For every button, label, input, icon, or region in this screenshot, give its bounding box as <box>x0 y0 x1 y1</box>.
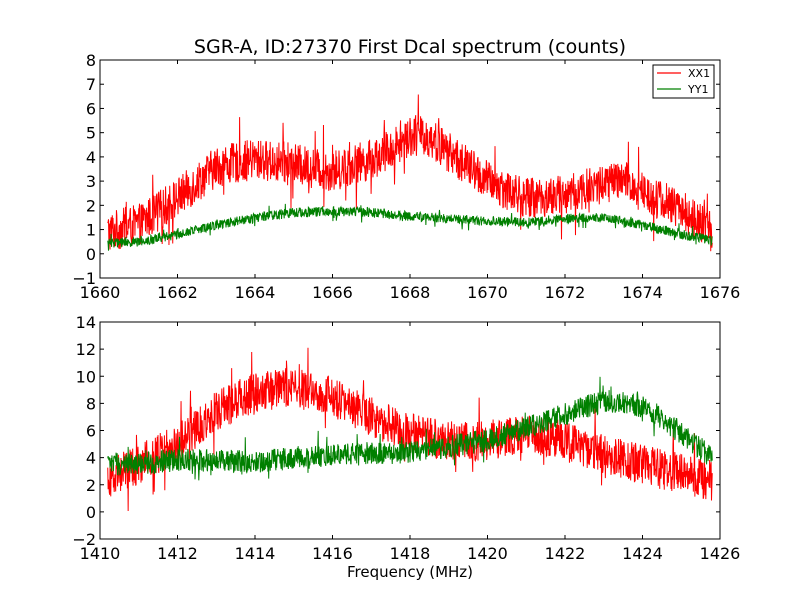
y-tick-label: 2 <box>86 196 96 215</box>
x-tick-label: 1662 <box>157 283 198 302</box>
bottom-panel-ticks: 1410 1412 1414 1416 1418 1420 1422 1424 1426−202… <box>72 313 740 563</box>
legend-label-xx1: XX1 <box>688 67 710 80</box>
x-tick-label: 1668 <box>390 283 431 302</box>
y-tick-label: 2 <box>86 476 96 495</box>
y-tick-label: 3 <box>86 172 96 191</box>
series-line-yy1 <box>107 376 713 481</box>
x-tick-label: 1670 <box>467 283 508 302</box>
y-tick-label: −1 <box>72 269 96 288</box>
y-tick-label: 1 <box>86 221 96 240</box>
x-tick-label: 1672 <box>545 283 586 302</box>
x-tick-label: 1418 <box>390 544 431 563</box>
x-tick-label: 1414 <box>235 544 276 563</box>
x-tick-label: 1420 <box>467 544 508 563</box>
top-panel-ticks: 1660 1662 1664 1666 1668 1670 1672 1674 1676−101… <box>72 51 740 302</box>
y-tick-label: 5 <box>86 124 96 143</box>
x-tick-label: 1422 <box>545 544 586 563</box>
x-tick-label: 1410 <box>80 544 121 563</box>
y-tick-label: 12 <box>76 340 96 359</box>
chart-title: SGR-A, ID:27370 First Dcal spectrum (cou… <box>194 36 626 58</box>
legend: XX1 YY1 <box>652 64 715 99</box>
x-tick-label: 1666 <box>312 283 353 302</box>
x-tick-label: 1674 <box>622 283 663 302</box>
x-tick-label: 1424 <box>622 544 663 563</box>
top-panel-series <box>107 94 713 252</box>
y-tick-label: 0 <box>86 503 96 522</box>
y-tick-label: 4 <box>86 148 96 167</box>
y-tick-label: 10 <box>76 367 96 386</box>
x-tick-label: 1416 <box>312 544 353 563</box>
y-tick-label: 0 <box>86 245 96 264</box>
y-tick-label: 6 <box>86 422 96 441</box>
x-tick-label: 1676 <box>700 283 741 302</box>
x-tick-label: 1412 <box>157 544 198 563</box>
y-tick-label: −2 <box>72 530 96 549</box>
y-tick-label: 7 <box>86 75 96 94</box>
series-line-yy1 <box>107 203 713 251</box>
y-tick-label: 8 <box>86 51 96 70</box>
series-line-xx1 <box>107 94 713 252</box>
y-tick-label: 8 <box>86 394 96 413</box>
x-axis-label: Frequency (MHz) <box>347 563 473 581</box>
bottom-panel: 1410 1412 1414 1416 1418 1420 1422 1424 1426−202… <box>72 313 740 563</box>
top-panel: 1660 1662 1664 1666 1668 1670 1672 1674 1676−101… <box>72 51 740 302</box>
y-tick-label: 4 <box>86 449 96 468</box>
legend-box <box>652 64 715 99</box>
x-tick-label: 1664 <box>235 283 276 302</box>
bottom-panel-frame <box>99 321 721 540</box>
legend-label-yy1: YY1 <box>687 83 708 96</box>
x-tick-label: 1426 <box>700 544 741 563</box>
top-panel-frame <box>99 59 721 279</box>
y-tick-label: 14 <box>76 313 96 332</box>
x-tick-label: 1660 <box>80 283 121 302</box>
bottom-panel-series <box>107 347 713 512</box>
y-tick-label: 6 <box>86 99 96 118</box>
